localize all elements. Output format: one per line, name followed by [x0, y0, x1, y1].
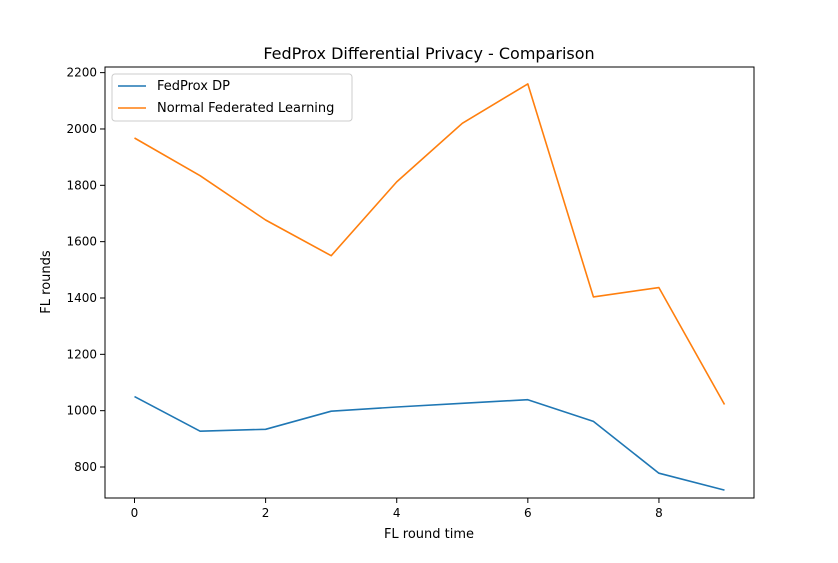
y-tick-label: 2000	[66, 122, 97, 136]
legend-label: FedProx DP	[157, 79, 230, 94]
x-axis-label: FL round time	[384, 527, 474, 542]
y-tick-label: 1600	[66, 235, 97, 249]
x-tick-label: 4	[393, 506, 401, 520]
chart-title: FedProx Differential Privacy - Compariso…	[263, 44, 594, 63]
y-tick-label: 1400	[66, 291, 97, 305]
y-tick-label: 1000	[66, 404, 97, 418]
x-tick-label: 8	[655, 506, 663, 520]
legend-label: Normal Federated Learning	[157, 101, 334, 116]
y-tick-label: 1800	[66, 178, 97, 192]
x-tick-label: 0	[131, 506, 139, 520]
y-tick-label: 800	[74, 460, 97, 474]
y-tick-label: 1200	[66, 347, 97, 361]
y-axis-label: FL rounds	[39, 250, 54, 314]
legend: FedProx DP Normal Federated Learning	[112, 74, 352, 121]
y-tick-label: 2200	[66, 66, 97, 80]
x-tick-label: 2	[262, 506, 270, 520]
x-tick-label: 6	[524, 506, 532, 520]
